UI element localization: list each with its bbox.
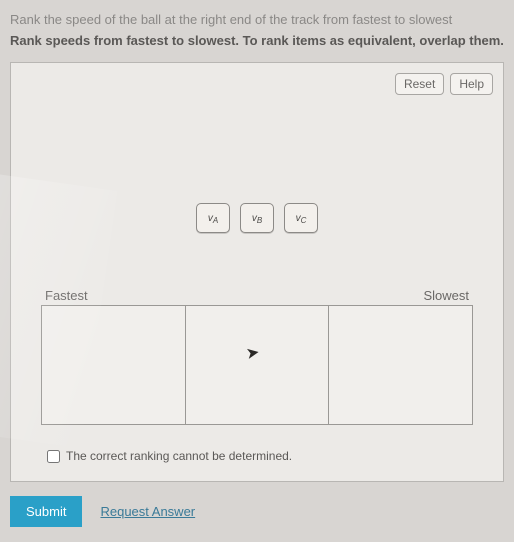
cannot-determine-label: The correct ranking cannot be determined…: [66, 449, 292, 463]
chip-vc[interactable]: vC: [284, 203, 318, 233]
submit-button[interactable]: Submit: [10, 496, 82, 527]
slowest-label: Slowest: [423, 288, 469, 303]
prompt-line-1: Rank the speed of the ball at the right …: [10, 12, 504, 27]
rank-labels: Fastest Slowest: [41, 288, 473, 303]
rank-slot-3[interactable]: [329, 306, 472, 424]
reset-button[interactable]: Reset: [395, 73, 444, 95]
ranking-panel: Reset Help vA vB vC Fastest Slowest ➤ Th…: [10, 62, 504, 482]
chip-vb[interactable]: vB: [240, 203, 274, 233]
prompt-line-2: Rank speeds from fastest to slowest. To …: [10, 33, 504, 48]
fastest-label: Fastest: [45, 288, 88, 303]
chip-va-sub: A: [213, 216, 218, 225]
cannot-determine-row: The correct ranking cannot be determined…: [47, 449, 292, 463]
chip-va[interactable]: vA: [196, 203, 230, 233]
chip-vc-sub: C: [301, 216, 307, 225]
rank-area: Fastest Slowest: [41, 288, 473, 425]
rank-slot-1[interactable]: [42, 306, 186, 424]
rank-slot-2[interactable]: [186, 306, 330, 424]
draggable-chips: vA vB vC: [196, 203, 318, 233]
help-button[interactable]: Help: [450, 73, 493, 95]
cannot-determine-checkbox[interactable]: [47, 450, 60, 463]
chip-vb-sub: B: [257, 216, 262, 225]
panel-top-buttons: Reset Help: [395, 73, 493, 95]
request-answer-link[interactable]: Request Answer: [100, 504, 195, 519]
bottom-actions: Submit Request Answer: [10, 496, 504, 527]
rank-grid[interactable]: [41, 305, 473, 425]
